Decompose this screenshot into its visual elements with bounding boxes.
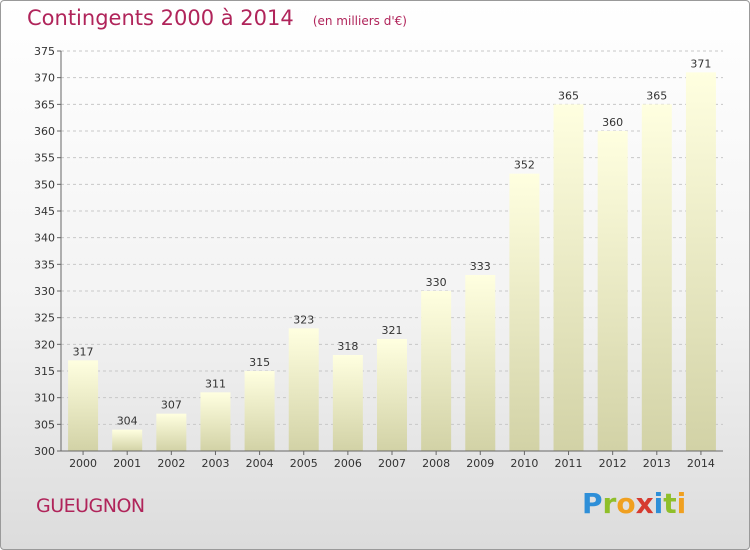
proxiti-logo: Proxiti xyxy=(582,487,686,520)
chart-title: Contingents 2000 à 2014 xyxy=(27,6,294,30)
title-row: Contingents 2000 à 2014 (en milliers d'€… xyxy=(27,6,407,30)
x-tick-label: 2014 xyxy=(687,457,715,470)
x-tick-label: 2008 xyxy=(422,457,450,470)
y-tick-label: 320 xyxy=(34,338,55,351)
data-label: 318 xyxy=(337,340,358,353)
data-label: 321 xyxy=(382,324,403,337)
x-tick-label: 2003 xyxy=(201,457,229,470)
bar xyxy=(377,339,407,451)
data-label: 304 xyxy=(117,415,138,428)
bar xyxy=(68,360,99,451)
logo-letter: x xyxy=(635,487,654,520)
logo-letter: P xyxy=(582,487,603,520)
data-label: 371 xyxy=(690,57,711,70)
x-tick-label: 2004 xyxy=(246,457,274,470)
logo-letter: i xyxy=(676,487,687,520)
x-tick-label: 2006 xyxy=(334,457,362,470)
data-label: 333 xyxy=(470,260,491,273)
logo-letter: r xyxy=(602,487,617,520)
data-label: 365 xyxy=(558,89,579,102)
axes: 3003053103153203253303353403453503553603… xyxy=(34,45,723,470)
x-tick-label: 2011 xyxy=(555,457,583,470)
bar xyxy=(509,173,540,451)
bar xyxy=(288,328,319,451)
y-tick-label: 370 xyxy=(34,72,55,85)
chart-subtitle: (en milliers d'€) xyxy=(312,14,407,28)
data-label: 315 xyxy=(249,356,270,369)
y-tick-label: 325 xyxy=(34,312,55,325)
y-tick-label: 310 xyxy=(34,392,55,405)
x-tick-label: 2012 xyxy=(599,457,627,470)
x-tick-label: 2001 xyxy=(113,457,141,470)
x-tick-label: 2000 xyxy=(69,457,97,470)
bar xyxy=(200,392,231,451)
y-tick-label: 335 xyxy=(34,258,55,271)
y-tick-label: 355 xyxy=(34,152,55,165)
y-tick-label: 345 xyxy=(34,205,55,218)
bar xyxy=(421,291,452,451)
y-tick-label: 375 xyxy=(34,45,55,58)
data-label: 352 xyxy=(514,159,535,172)
data-label: 311 xyxy=(205,377,226,390)
y-tick-label: 300 xyxy=(34,445,55,458)
data-label: 317 xyxy=(73,345,94,358)
y-tick-label: 340 xyxy=(34,232,55,245)
place-name: GUEUGNON xyxy=(36,495,145,517)
bar xyxy=(112,429,143,451)
bar xyxy=(244,371,275,451)
bar xyxy=(597,131,628,451)
bar xyxy=(641,104,672,451)
data-label: 360 xyxy=(602,116,623,129)
data-label: 365 xyxy=(646,89,667,102)
x-tick-label: 2013 xyxy=(643,457,671,470)
bar xyxy=(553,104,584,451)
y-tick-label: 365 xyxy=(34,98,55,111)
y-tick-label: 330 xyxy=(34,285,55,298)
bar xyxy=(685,72,716,451)
data-label: 323 xyxy=(293,313,314,326)
x-tick-label: 2005 xyxy=(290,457,318,470)
y-tick-label: 360 xyxy=(34,125,55,138)
x-tick-label: 2002 xyxy=(157,457,185,470)
logo-letter: i xyxy=(653,487,664,520)
logo-letter: t xyxy=(663,487,677,520)
bar xyxy=(156,413,187,451)
bar xyxy=(465,275,496,451)
logo-letter: o xyxy=(616,487,636,520)
data-label: 307 xyxy=(161,399,182,412)
bar xyxy=(332,355,363,451)
bars xyxy=(68,72,716,451)
data-labels: 317 304 307 311 315 323 318 321 330 333 352 365 360 3… xyxy=(73,57,712,427)
x-tick-label: 2007 xyxy=(378,457,406,470)
x-tick-label: 2009 xyxy=(466,457,494,470)
data-label: 330 xyxy=(426,276,447,289)
y-tick-label: 350 xyxy=(34,178,55,191)
x-tick-label: 2010 xyxy=(510,457,538,470)
y-tick-label: 315 xyxy=(34,365,55,378)
y-tick-label: 305 xyxy=(34,418,55,431)
